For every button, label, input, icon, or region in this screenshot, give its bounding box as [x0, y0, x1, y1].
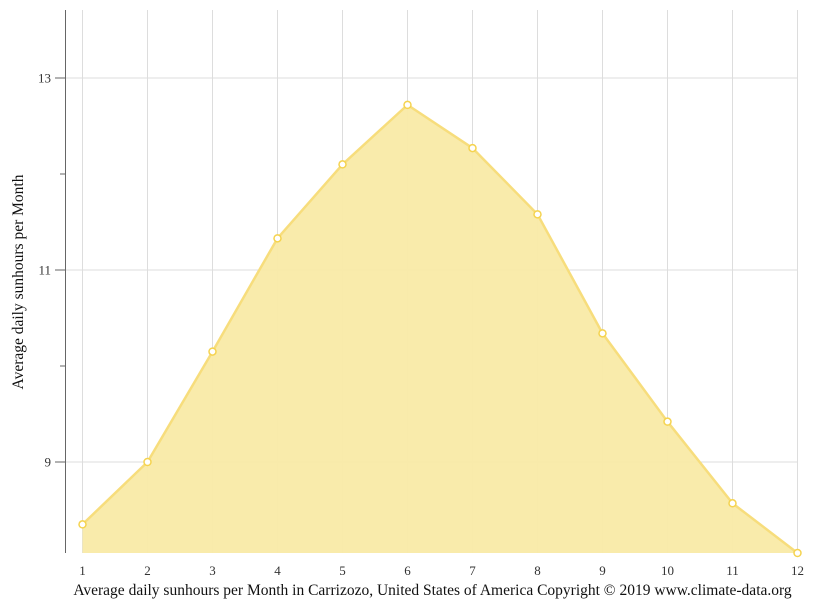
x-tick-label: 4: [274, 563, 281, 578]
data-point-marker[interactable]: [338, 160, 347, 169]
x-tick-label: 3: [209, 563, 216, 578]
data-point-marker[interactable]: [533, 210, 542, 219]
data-point-marker[interactable]: [598, 329, 607, 338]
data-point-marker[interactable]: [468, 143, 477, 153]
y-tick-label: 13: [38, 71, 51, 86]
x-tick-label: 5: [339, 563, 346, 578]
data-point-marker[interactable]: [793, 548, 802, 558]
x-tick-label: 11: [726, 563, 739, 578]
x-tick-label: 9: [599, 563, 606, 578]
data-markers: [78, 100, 802, 558]
chart-caption: Average daily sunhours per Month in Carr…: [73, 582, 792, 599]
data-point-marker[interactable]: [143, 457, 152, 467]
x-tick-label: 8: [534, 563, 541, 578]
x-tick-label: 1: [79, 563, 86, 578]
y-axis-title: Average daily sunhours per Month: [10, 174, 27, 389]
x-tick-label: 6: [404, 563, 411, 578]
data-point-marker[interactable]: [403, 100, 412, 110]
x-tick-label: 7: [469, 563, 476, 578]
data-point-marker[interactable]: [728, 499, 737, 508]
data-point-marker[interactable]: [273, 234, 282, 243]
data-point-marker[interactable]: [208, 347, 217, 356]
x-tick-label: 12: [791, 563, 804, 578]
y-tick-label: 11: [38, 263, 51, 278]
data-point-marker[interactable]: [663, 417, 672, 426]
area-fill: [82, 104, 798, 553]
x-tick-label: 10: [661, 563, 674, 578]
x-axis-ticks: 1 2 3 4 5 6 7 8 9 10 11 12: [79, 563, 804, 578]
x-tick-label: 2: [144, 563, 151, 578]
y-tick-label: 9: [45, 455, 52, 470]
data-line: [81, 103, 799, 554]
data-point-marker[interactable]: [78, 520, 87, 529]
y-axis-ticks: 9 11 13: [38, 71, 65, 470]
